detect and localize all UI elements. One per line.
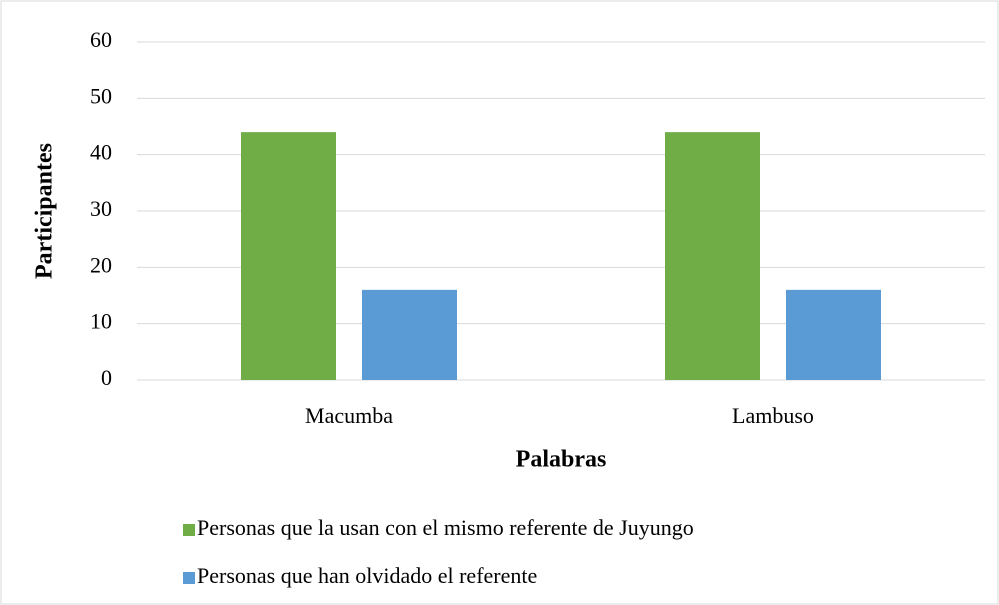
y-tick-label: 60	[90, 27, 112, 52]
legend-label: Personas que la usan con el mismo refere…	[197, 515, 694, 540]
legend-swatch	[183, 572, 195, 584]
y-tick-label: 30	[90, 196, 112, 221]
bar	[665, 132, 760, 380]
y-tick-label: 0	[101, 365, 112, 390]
x-axis-title: Palabras	[516, 447, 607, 473]
y-tick-label: 50	[90, 83, 112, 108]
y-tick-label: 40	[90, 140, 112, 165]
y-tick-label: 20	[90, 252, 112, 277]
y-axis-title: Participantes	[32, 143, 58, 279]
x-tick-label: Lambuso	[732, 403, 814, 428]
bar	[786, 289, 881, 380]
legend-swatch	[183, 524, 195, 536]
y-tick-label: 10	[90, 309, 112, 334]
bar	[241, 132, 336, 380]
bar	[362, 289, 457, 380]
x-tick-label: Macumba	[305, 403, 393, 428]
legend-label: Personas que han olvidado el referente	[197, 563, 537, 588]
